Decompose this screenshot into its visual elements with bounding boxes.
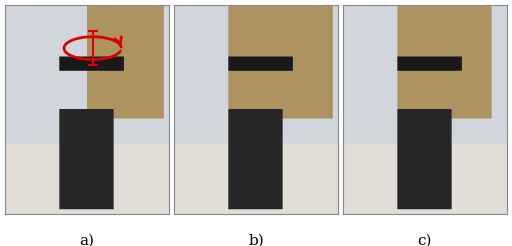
Text: a): a): [79, 234, 95, 246]
Text: b): b): [248, 234, 264, 246]
Text: c): c): [418, 234, 432, 246]
